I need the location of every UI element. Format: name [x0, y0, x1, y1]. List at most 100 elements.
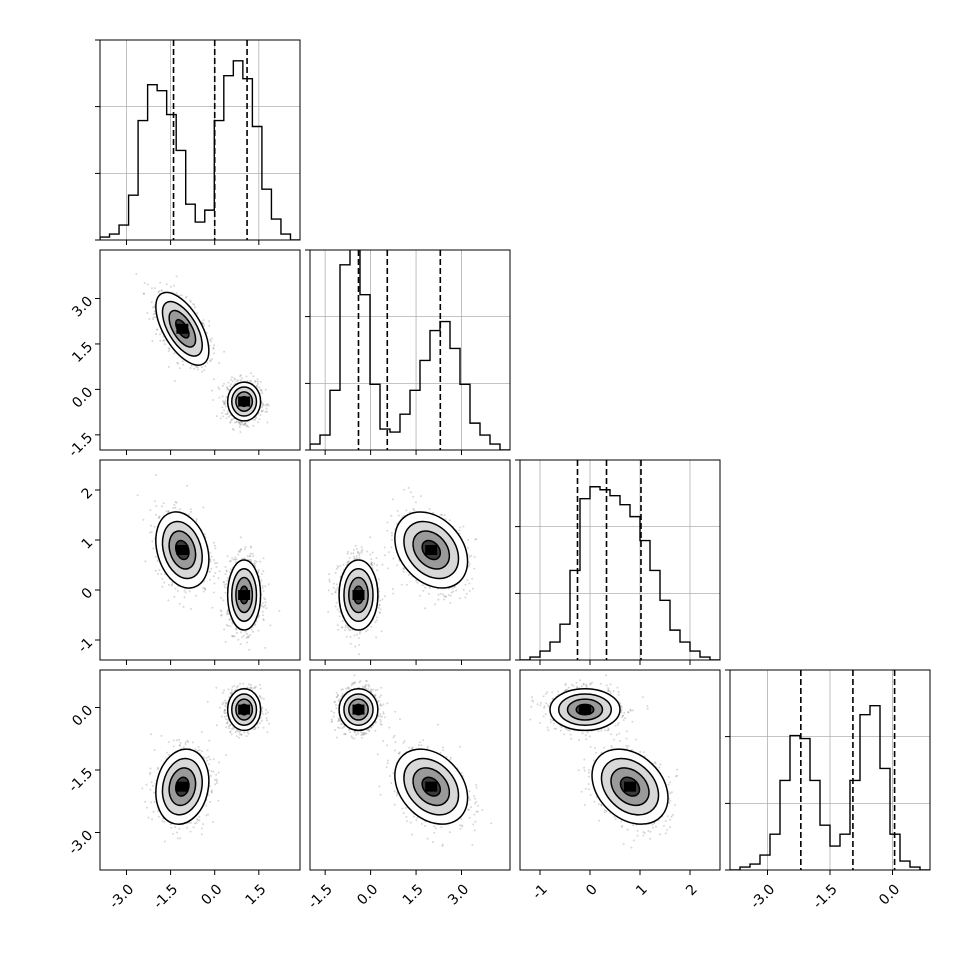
scatter-point	[213, 559, 216, 561]
scatter-point	[260, 409, 263, 412]
scatter-point	[239, 375, 242, 378]
scatter-point	[250, 628, 253, 631]
scatter-point	[247, 635, 250, 638]
scatter-point	[230, 378, 232, 381]
scatter-point	[383, 595, 386, 598]
scatter-point	[433, 603, 436, 606]
scatter-point	[209, 360, 212, 363]
scatter-point	[253, 562, 256, 565]
scatter-point	[439, 592, 442, 595]
scatter-point	[211, 606, 214, 609]
scatter-point	[246, 641, 248, 644]
scatter-point	[440, 513, 443, 516]
scatter-point	[152, 316, 155, 319]
scatter-point	[231, 557, 234, 560]
scatter-point	[412, 507, 415, 510]
scatter-point	[154, 313, 157, 315]
scatter-point	[221, 400, 224, 403]
scatter-point	[233, 377, 236, 380]
scatter-point	[190, 364, 193, 367]
scatter-point	[209, 578, 212, 581]
scatter-point	[159, 281, 162, 284]
scatter-point	[227, 624, 230, 627]
scatter-point	[229, 618, 232, 621]
scatter-point	[397, 514, 400, 517]
scatter-point	[249, 634, 252, 637]
scatter-point	[163, 581, 166, 584]
scatter-point	[155, 505, 158, 508]
scatter-point	[180, 294, 183, 297]
scatter-point	[212, 347, 215, 350]
scatter-point	[235, 380, 238, 382]
scatter-point	[204, 365, 207, 368]
scatter-point	[262, 557, 265, 560]
scatter-point	[224, 573, 227, 576]
scatter-point	[250, 379, 252, 382]
scatter-point	[213, 344, 216, 347]
scatter-point	[262, 614, 264, 617]
scatter-point	[178, 294, 181, 297]
scatter-point	[234, 378, 237, 381]
scatter-point	[185, 295, 188, 298]
scatter-point	[150, 531, 153, 533]
scatter-point	[462, 588, 465, 591]
scatter-point	[189, 300, 192, 303]
scatter-point	[391, 534, 393, 537]
scatter-point	[344, 624, 347, 627]
scatter-point	[244, 423, 247, 425]
scatter-point	[256, 378, 259, 381]
scatter-point	[468, 582, 471, 585]
scatter-point	[226, 387, 229, 390]
scatter-point	[161, 577, 164, 580]
scatter-point	[189, 367, 192, 369]
scatter-point	[390, 532, 393, 535]
scatter-point	[443, 514, 446, 516]
scatter-point	[234, 556, 237, 559]
scatter-point	[233, 635, 236, 638]
scatter-point	[217, 577, 220, 580]
scatter-point	[355, 557, 358, 560]
panel-frame	[99, 39, 301, 241]
scatter-point	[423, 586, 426, 589]
scatter-point	[449, 601, 452, 604]
scatter-point	[156, 328, 159, 331]
scatter-point	[262, 590, 265, 593]
scatter-point	[468, 589, 471, 592]
scatter-point	[158, 569, 161, 572]
scatter-point	[254, 417, 257, 420]
scatter-point	[369, 536, 372, 539]
scatter-point	[260, 579, 263, 582]
scatter-point	[189, 508, 192, 511]
scatter-point	[239, 536, 242, 539]
scatter-point	[167, 365, 170, 368]
scatter-point	[227, 415, 230, 418]
scatter-point	[370, 558, 373, 561]
scatter-point	[235, 628, 238, 631]
scatter-point	[239, 374, 242, 377]
panel-frame	[99, 249, 301, 451]
scatter-point	[231, 380, 234, 383]
panel-frame	[309, 249, 511, 451]
scatter-point	[252, 424, 255, 427]
scatter-point	[440, 513, 442, 516]
scatter-point	[465, 592, 468, 595]
scatter-point	[159, 333, 161, 336]
scatter-point	[400, 583, 403, 586]
scatter-point	[229, 420, 232, 423]
scatter-point	[158, 515, 161, 518]
scatter-point	[255, 620, 258, 623]
scatter-point	[390, 538, 393, 541]
scatter-point	[357, 637, 360, 639]
scatter-point	[158, 290, 161, 293]
scatter-point	[246, 555, 249, 558]
scatter-point	[219, 609, 222, 612]
scatter-point	[358, 554, 361, 557]
scatter-point	[156, 560, 159, 562]
scatter-point	[261, 402, 264, 405]
scatter-point	[383, 554, 386, 557]
scatter-point	[192, 303, 195, 305]
scatter-point	[151, 306, 154, 309]
scatter-point	[261, 573, 263, 575]
scatter-point	[427, 592, 430, 595]
scatter-point	[167, 510, 170, 513]
